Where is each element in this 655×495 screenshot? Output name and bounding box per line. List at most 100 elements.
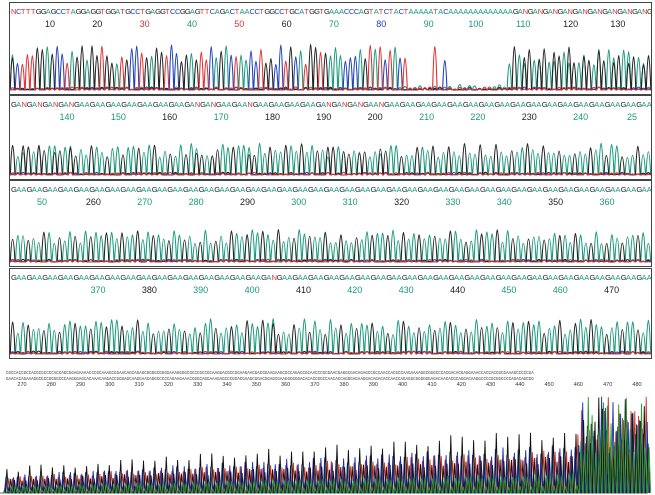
overview-tick-label: 480	[632, 382, 641, 388]
base-call: A	[395, 100, 400, 109]
base-call: G	[402, 273, 408, 282]
overview-tick-label: 470	[603, 382, 612, 388]
base-call: G	[527, 185, 533, 194]
position-tick-label: 20	[92, 19, 102, 29]
base-call: G	[647, 7, 651, 16]
base-call: G	[587, 7, 593, 16]
base-call: G	[183, 273, 189, 282]
overview-tick-label: 430	[486, 382, 495, 388]
base-call: A	[115, 273, 120, 282]
trace-G	[10, 43, 651, 91]
base-call: G	[355, 185, 361, 194]
base-call: A	[21, 273, 26, 282]
position-tick-label: 430	[399, 285, 414, 295]
base-call: G	[76, 7, 82, 16]
base-call: A	[266, 273, 271, 282]
base-call: A	[553, 273, 558, 282]
base-call: A	[32, 100, 37, 109]
base-call: G	[185, 7, 191, 16]
base-call: A	[563, 273, 568, 282]
base-call: A	[532, 185, 537, 194]
base-call: G	[332, 100, 338, 109]
base-call: A	[188, 273, 193, 282]
base-call: A	[204, 273, 209, 282]
base-call: G	[121, 100, 127, 109]
base-call: A	[594, 100, 599, 109]
base-call: A	[220, 185, 225, 194]
position-tick-label: 50	[37, 197, 47, 207]
overview-tick-label: 360	[281, 382, 290, 388]
base-call: A	[410, 100, 415, 109]
base-call: T	[165, 7, 170, 16]
base-call: G	[152, 273, 158, 282]
base-call: A	[116, 100, 121, 109]
base-call: A	[454, 273, 459, 282]
base-call: A	[240, 273, 245, 282]
base-call: G	[292, 273, 298, 282]
base-call: A	[111, 100, 116, 109]
base-call: A	[319, 273, 324, 282]
base-call: G	[58, 273, 64, 282]
base-call: A	[350, 185, 355, 194]
base-call: A	[256, 273, 261, 282]
base-call: A	[132, 100, 137, 109]
base-call: G	[27, 185, 33, 194]
base-call: G	[449, 185, 455, 194]
base-call: A	[405, 100, 410, 109]
base-call: A	[334, 185, 339, 194]
base-call: G	[590, 273, 596, 282]
base-call: A	[79, 273, 84, 282]
base-call: A	[642, 100, 647, 109]
base-call: G	[527, 273, 533, 282]
base-call: A	[313, 273, 318, 282]
base-call: N	[11, 7, 16, 16]
base-call: A	[359, 7, 364, 16]
base-call: G	[433, 273, 439, 282]
base-call: G	[479, 100, 485, 109]
base-call: G	[277, 273, 283, 282]
position-tick-label: 50	[234, 19, 244, 29]
base-call: G	[589, 100, 595, 109]
base-call: A	[360, 185, 365, 194]
base-call: A	[115, 185, 120, 194]
base-call: C	[170, 7, 176, 16]
base-call: G	[292, 185, 298, 194]
base-call: A	[600, 185, 605, 194]
base-call: T	[26, 7, 31, 16]
base-call: A	[578, 7, 583, 16]
base-call: A	[584, 273, 589, 282]
base-call: A	[86, 7, 91, 16]
base-call: G	[27, 100, 33, 109]
base-call: A	[147, 273, 152, 282]
base-call: G	[314, 7, 320, 16]
base-call: A	[48, 185, 53, 194]
base-call: A	[438, 273, 443, 282]
base-call: A	[319, 185, 324, 194]
base-call: A	[483, 7, 488, 16]
base-call: N	[272, 273, 277, 282]
base-call: A	[506, 273, 511, 282]
base-call: A	[37, 273, 42, 282]
base-call: G	[214, 185, 220, 194]
base-call: A	[221, 100, 226, 109]
base-call: A	[251, 185, 256, 194]
base-call: N	[538, 7, 543, 16]
overview-tick-label: 460	[574, 382, 583, 388]
base-call: G	[339, 273, 345, 282]
base-call: A	[631, 185, 636, 194]
base-call: G	[416, 100, 422, 109]
base-call: A	[32, 185, 37, 194]
base-call: A	[163, 100, 168, 109]
base-call: G	[155, 7, 161, 16]
base-call: A	[414, 7, 419, 16]
base-call: A	[209, 273, 214, 282]
base-call: A	[485, 273, 490, 282]
position-tick-label: 110	[516, 19, 530, 29]
base-call: G	[542, 100, 548, 109]
overview-tick-label: 290	[76, 382, 85, 388]
base-call: A	[298, 273, 303, 282]
base-call: A	[376, 273, 381, 282]
base-call: A	[389, 100, 394, 109]
